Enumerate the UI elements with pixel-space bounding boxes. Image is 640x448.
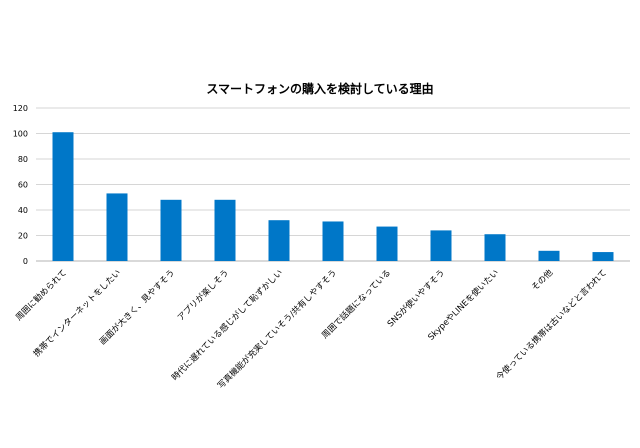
x-tick-label: 周囲に勧められて [13,267,69,323]
x-tick-label: 時代に遅れている感じがして恥ずかしい [170,267,286,383]
bar [322,221,344,261]
x-tick-label: その他 [529,267,555,293]
bar [268,220,290,261]
y-tick-label: 0 [23,257,28,266]
y-tick-label: 100 [13,130,28,139]
x-tick-label: SNSが使いやすそう [385,267,447,329]
x-tick-label: アプリが楽しそう [175,267,231,323]
bar [376,226,398,261]
chart-title: スマートフォンの購入を検討している理由 [206,82,434,96]
bar [484,234,506,261]
y-axis: 0 20 40 60 80 100 120 [13,104,28,266]
bar [214,199,236,261]
bar [430,230,452,261]
bar [160,199,182,261]
bar [106,193,128,261]
y-tick-label: 40 [18,206,28,215]
x-tick-label: 携帯でインターネットをしたい [31,267,123,359]
bars [52,132,614,261]
y-tick-label: 20 [18,232,28,241]
x-axis: 周囲に勧められて携帯でインターネットをしたい画面が大きく、見やすそうアプリが楽し… [13,267,609,391]
x-tick-label: 今使っている携帯は古いなどと言われて [494,267,609,382]
y-tick-label: 120 [13,104,28,113]
y-tick-label: 60 [18,181,28,190]
bar [52,132,74,261]
x-tick-label: 写真機能が充実していそう/共有しやすそう [215,267,339,391]
y-tick-label: 80 [18,155,28,164]
bar [592,252,614,261]
bar [538,250,560,261]
